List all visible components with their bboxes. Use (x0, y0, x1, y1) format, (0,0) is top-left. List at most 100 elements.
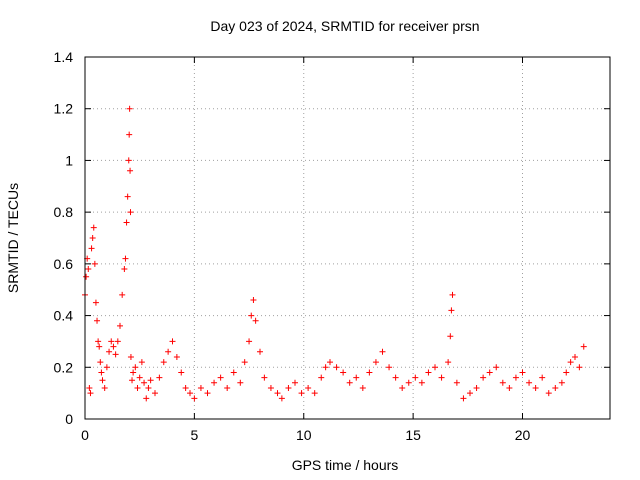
y-tick-label: 1.4 (54, 49, 74, 65)
data-point (101, 384, 108, 391)
data-point (248, 312, 255, 319)
y-tick-label: 0.6 (54, 256, 74, 272)
y-tick-label: 0 (65, 411, 73, 427)
data-point (127, 167, 134, 174)
data-point (117, 322, 123, 329)
data-point (412, 374, 419, 381)
data-point (92, 299, 99, 306)
data-point (178, 369, 185, 376)
data-point (499, 379, 506, 386)
data-point (88, 245, 95, 252)
data-point (138, 359, 145, 366)
data-point (130, 369, 137, 376)
axis-ticks (84, 56, 610, 420)
data-point (567, 359, 574, 366)
data-point (327, 359, 333, 366)
data-point (486, 369, 493, 376)
data-point (124, 193, 131, 200)
data-point (333, 364, 340, 371)
data-point (353, 374, 360, 381)
data-point (112, 351, 119, 358)
data-point (519, 369, 526, 376)
y-tick-label: 0.4 (54, 308, 74, 324)
data-point (298, 390, 305, 397)
data-point (165, 348, 172, 355)
data-point (576, 364, 583, 371)
data-point (563, 369, 570, 376)
data-point (126, 105, 133, 112)
data-point (545, 390, 552, 397)
data-point (86, 384, 93, 391)
data-point (108, 338, 115, 345)
data-point (526, 379, 533, 386)
data-point (127, 353, 134, 360)
data-point (129, 377, 136, 384)
data-points (82, 105, 587, 402)
y-tick-label: 1.2 (54, 101, 74, 117)
data-point (87, 390, 94, 397)
data-point (438, 374, 445, 381)
data-point (386, 364, 393, 371)
data-point (156, 374, 163, 381)
data-point (552, 384, 559, 391)
data-point (160, 359, 167, 366)
data-point (460, 395, 467, 402)
data-point (539, 374, 546, 381)
data-point (97, 359, 104, 366)
data-point (230, 369, 237, 376)
data-point (311, 390, 318, 397)
data-point (96, 343, 103, 350)
data-point (467, 390, 473, 397)
data-point (372, 359, 379, 366)
x-tick-label: 5 (190, 427, 198, 443)
data-point (261, 374, 268, 381)
data-point (346, 379, 353, 386)
data-point (399, 384, 406, 391)
data-point (532, 384, 539, 391)
chart-title: Day 023 of 2024, SRMTID for receiver prs… (210, 18, 479, 34)
y-tick-label: 0.2 (54, 359, 74, 375)
data-point (246, 338, 253, 345)
data-point (119, 291, 126, 298)
data-point (123, 219, 130, 226)
data-point (197, 384, 204, 391)
data-point (94, 317, 101, 324)
data-point (285, 384, 292, 391)
data-point (85, 266, 92, 273)
x-tick-label: 20 (515, 427, 531, 443)
data-point (169, 338, 176, 345)
data-point (572, 353, 578, 360)
data-point (252, 317, 259, 324)
data-point (132, 364, 139, 371)
y-tick-label: 1 (65, 152, 73, 168)
data-point (147, 377, 154, 384)
data-point (318, 374, 325, 381)
data-point (305, 384, 312, 391)
data-point (392, 374, 399, 381)
data-point (366, 369, 373, 376)
data-point (274, 390, 281, 397)
data-point (580, 343, 587, 350)
data-point (473, 384, 480, 391)
data-point (127, 209, 134, 216)
data-point (89, 235, 96, 241)
data-point (136, 374, 143, 381)
data-point (121, 266, 128, 273)
data-point (98, 369, 105, 376)
data-point (83, 273, 90, 280)
data-point (114, 338, 121, 345)
tick-labels: 0 0.2 0.4 0.6 0.8 1 1.2 1.4 0 5 10 15 20 (54, 49, 531, 443)
data-point (152, 390, 158, 397)
data-point (204, 390, 211, 397)
data-point (122, 255, 129, 262)
data-point (250, 297, 257, 304)
data-point (267, 384, 274, 391)
data-point (453, 379, 460, 386)
plot-frame (84, 56, 611, 420)
data-point (191, 395, 198, 402)
data-point (512, 374, 519, 381)
data-point (418, 379, 425, 386)
data-point (95, 338, 102, 345)
data-point (211, 379, 218, 386)
